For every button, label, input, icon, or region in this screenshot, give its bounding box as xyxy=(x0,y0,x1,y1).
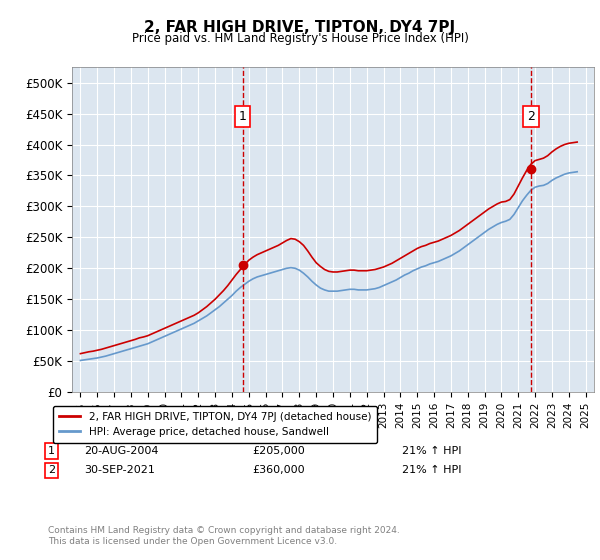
Text: 30-SEP-2021: 30-SEP-2021 xyxy=(84,465,155,475)
Text: 2, FAR HIGH DRIVE, TIPTON, DY4 7PJ: 2, FAR HIGH DRIVE, TIPTON, DY4 7PJ xyxy=(145,20,455,35)
Legend: 2, FAR HIGH DRIVE, TIPTON, DY4 7PJ (detached house), HPI: Average price, detache: 2, FAR HIGH DRIVE, TIPTON, DY4 7PJ (deta… xyxy=(53,405,377,444)
Text: 20-AUG-2004: 20-AUG-2004 xyxy=(84,446,158,456)
Text: 21% ↑ HPI: 21% ↑ HPI xyxy=(402,465,461,475)
Text: 2: 2 xyxy=(527,110,535,123)
Text: Price paid vs. HM Land Registry's House Price Index (HPI): Price paid vs. HM Land Registry's House … xyxy=(131,32,469,45)
Text: 2: 2 xyxy=(48,465,55,475)
Text: Contains HM Land Registry data © Crown copyright and database right 2024.
This d: Contains HM Land Registry data © Crown c… xyxy=(48,526,400,546)
Text: 1: 1 xyxy=(239,110,247,123)
Text: 1: 1 xyxy=(48,446,55,456)
Text: 21% ↑ HPI: 21% ↑ HPI xyxy=(402,446,461,456)
Text: £205,000: £205,000 xyxy=(252,446,305,456)
Text: £360,000: £360,000 xyxy=(252,465,305,475)
